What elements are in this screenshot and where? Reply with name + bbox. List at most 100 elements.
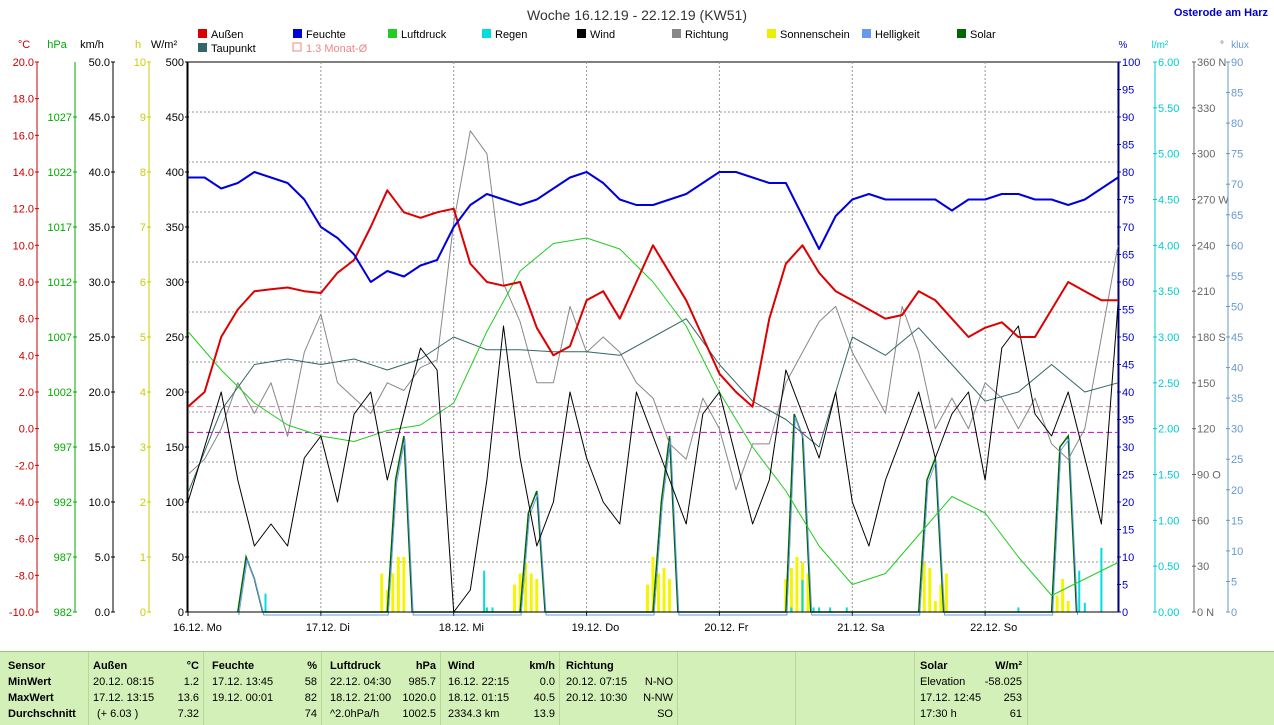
x-tick-label: 17.12. Di (306, 622, 350, 634)
temp-tick-label: -6.0 (15, 534, 34, 546)
lux-tick-label: 20 (1231, 485, 1243, 497)
humidity-tick-label: 85 (1122, 140, 1134, 152)
sunshine-bar (922, 562, 926, 612)
pressure-tick-label: 1022 (48, 167, 72, 179)
luftdruck-avg-value: 1002.5 (402, 708, 436, 720)
legend-label: Richtung (685, 29, 728, 41)
feuchte-header: Feuchte (212, 660, 255, 672)
temp-tick-label: 20.0 (13, 57, 34, 69)
direction-tick-label: 30 (1197, 561, 1209, 573)
solar-tick-label: 100 (166, 497, 184, 509)
solar-tick-label: 400 (166, 167, 184, 179)
luftdruck-unit: hPa (415, 660, 436, 672)
aussen-max-value: 13.6 (177, 692, 199, 704)
sunshine-tick-label: 9 (140, 112, 146, 124)
rain-bar (1100, 547, 1103, 612)
solar-column: Solar W/m² Elevation -58.025 17.12. 12:45 2… (915, 652, 1028, 725)
feuchte-min-time: 17.12. 13:45 (212, 676, 274, 688)
rain-bar (790, 607, 793, 612)
temp-tick-label: 10.0 (13, 240, 34, 252)
sunshine-bar (524, 562, 528, 612)
humidity-tick-label: 25 (1122, 470, 1134, 482)
aussen-column: Außen °C 20.12. 08:15 1.2 17.12. 13:15 13.6… (89, 652, 204, 725)
wind-max-time: 18.12. 01:15 (448, 692, 510, 704)
empty-column-3 (1028, 652, 1268, 725)
wind-tick-label: 10.0 (89, 497, 110, 509)
x-tick-label: 22.12. So (970, 622, 1017, 634)
direction-axis-unit: ° (1220, 40, 1224, 51)
wind-min-value: 0.0 (539, 676, 555, 688)
series-line-richtung (187, 130, 1119, 491)
direction-tick-label: 0 N (1197, 607, 1214, 619)
x-tick-label: 21.12. Sa (837, 622, 885, 634)
humidity-tick-label: 30 (1122, 442, 1134, 454)
humidity-tick-label: 40 (1122, 387, 1134, 399)
solar-tick-label: 500 (166, 57, 184, 69)
wind-max-value: 40.5 (533, 692, 555, 704)
feuchte-column: Feuchte% 17.12. 13:45 58 19.12. 00:01 82 7… (204, 652, 322, 725)
rain-axis-unit: l/m² (1152, 40, 1169, 51)
temp-tick-label: 4.0 (19, 350, 34, 362)
pressure-tick-label: 982 (54, 607, 72, 619)
pressure-tick-label: 992 (54, 497, 72, 509)
sunshine-bar (944, 573, 948, 612)
lux-tick-label: 45 (1231, 332, 1243, 344)
empty-column-2 (796, 652, 915, 725)
humidity-tick-label: 50 (1122, 332, 1134, 344)
series-line-luftdruck (187, 237, 1119, 596)
direction-tick-label: 90 O (1197, 470, 1221, 482)
rain-tick-label: 3.50 (1158, 286, 1179, 298)
lux-tick-label: 70 (1231, 179, 1243, 191)
legend-label: 1.3 Monat-Ø (306, 43, 368, 55)
feuchte-max-value: 82 (304, 692, 317, 704)
lux-tick-label: 75 (1231, 149, 1243, 161)
minwert-label: MinWert (8, 676, 52, 688)
rain-bar (812, 607, 815, 612)
direction-tick-label: 180 S (1197, 332, 1226, 344)
wind-tick-label: 20.0 (89, 387, 110, 399)
direction-tick-label: 240 (1197, 240, 1215, 252)
aussen-min-value: 1.2 (183, 676, 199, 688)
pressure-tick-label: 1027 (48, 112, 72, 124)
wind-distance: 2334.3 km (448, 708, 500, 720)
wind-tick-label: 50.0 (89, 57, 110, 69)
humidity-tick-label: 80 (1122, 167, 1134, 179)
temp-axis-unit: °C (18, 39, 30, 51)
solar-duration: 17:30 h (920, 708, 957, 720)
wind-tick-label: 45.0 (89, 112, 110, 124)
legend-swatch (767, 29, 776, 38)
temp-tick-label: -8.0 (15, 570, 34, 582)
sunshine-bar (391, 573, 395, 612)
legend-swatch (198, 29, 207, 38)
feuchte-avg-value: 74 (304, 708, 317, 720)
direction-tick-label: 330 (1197, 103, 1215, 115)
humidity-tick-label: 0 (1122, 607, 1128, 619)
sunshine-bar (668, 579, 672, 612)
sunshine-bar (939, 584, 943, 612)
lux-tick-label: 0 (1231, 607, 1237, 619)
sunshine-tick-label: 4 (140, 387, 146, 399)
sunshine-bar (933, 601, 937, 612)
legend-label: Taupunkt (211, 43, 256, 55)
rain-tick-label: 4.50 (1158, 195, 1179, 207)
humidity-tick-label: 100 (1122, 57, 1140, 69)
sunshine-tick-label: 6 (140, 277, 146, 289)
rain-bar (483, 570, 486, 612)
pressure-axis-unit: hPa (47, 39, 67, 51)
legend-swatch (388, 29, 397, 38)
rain-bar (818, 607, 821, 612)
solar-tick-label: 300 (166, 277, 184, 289)
direction-tick-label: 210 (1197, 286, 1215, 298)
sunshine-bar (518, 573, 522, 612)
weather-chart: Woche 16.12.19 - 22.12.19 (KW51) Osterode… (9, 7, 1269, 634)
rain-bar (491, 607, 494, 612)
legend-swatch (862, 29, 871, 38)
statistics-panel: Sensor MinWert MaxWert Durchschnitt Auße… (0, 651, 1274, 725)
richtung-max-time: 20.12. 10:30 (566, 692, 628, 704)
rain-tick-label: 6.00 (1158, 57, 1179, 69)
legend-swatch (482, 29, 491, 38)
direction-tick-label: 360 N (1197, 57, 1226, 69)
luftdruck-min-value: 985.7 (408, 676, 436, 688)
temp-tick-label: 14.0 (13, 167, 34, 179)
lux-tick-label: 60 (1231, 240, 1243, 252)
